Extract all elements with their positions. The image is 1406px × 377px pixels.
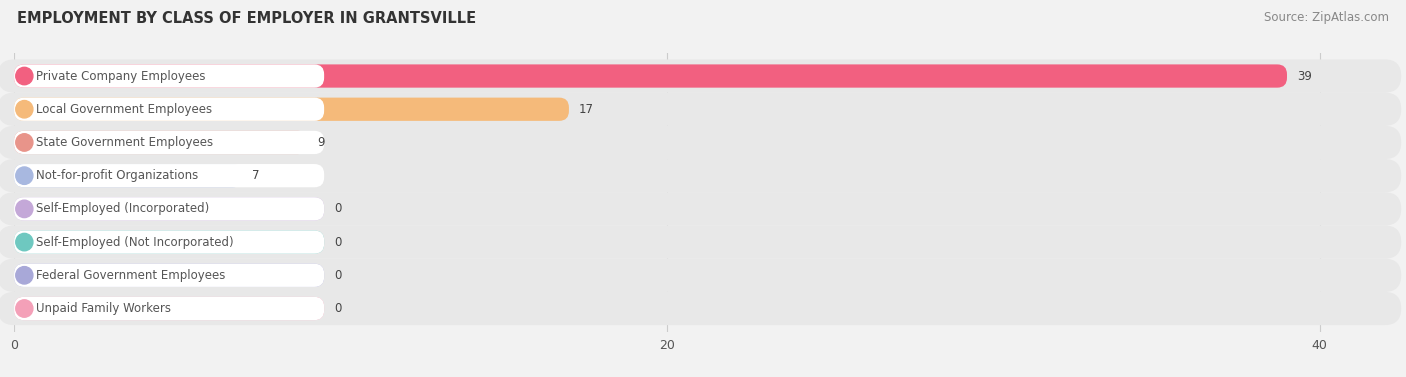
FancyBboxPatch shape xyxy=(0,259,1402,292)
Text: Private Company Employees: Private Company Employees xyxy=(35,69,205,83)
FancyBboxPatch shape xyxy=(0,60,1402,93)
FancyBboxPatch shape xyxy=(14,264,325,287)
Circle shape xyxy=(15,267,32,284)
Circle shape xyxy=(15,233,32,251)
Text: 9: 9 xyxy=(318,136,325,149)
Text: EMPLOYMENT BY CLASS OF EMPLOYER IN GRANTSVILLE: EMPLOYMENT BY CLASS OF EMPLOYER IN GRANT… xyxy=(17,11,477,26)
Text: Unpaid Family Workers: Unpaid Family Workers xyxy=(35,302,170,315)
Text: State Government Employees: State Government Employees xyxy=(35,136,212,149)
FancyBboxPatch shape xyxy=(14,264,325,287)
Text: Not-for-profit Organizations: Not-for-profit Organizations xyxy=(35,169,198,182)
FancyBboxPatch shape xyxy=(14,197,325,221)
Text: Federal Government Employees: Federal Government Employees xyxy=(35,269,225,282)
FancyBboxPatch shape xyxy=(14,164,243,187)
Text: 0: 0 xyxy=(335,202,342,215)
FancyBboxPatch shape xyxy=(0,93,1402,126)
Text: 0: 0 xyxy=(335,269,342,282)
Circle shape xyxy=(15,167,32,184)
FancyBboxPatch shape xyxy=(14,98,325,121)
FancyBboxPatch shape xyxy=(14,64,1286,88)
FancyBboxPatch shape xyxy=(0,159,1402,192)
Text: 0: 0 xyxy=(335,236,342,248)
Text: 17: 17 xyxy=(579,103,593,116)
FancyBboxPatch shape xyxy=(0,126,1402,159)
FancyBboxPatch shape xyxy=(14,98,569,121)
FancyBboxPatch shape xyxy=(0,192,1402,225)
FancyBboxPatch shape xyxy=(14,131,325,154)
FancyBboxPatch shape xyxy=(14,197,325,221)
FancyBboxPatch shape xyxy=(14,230,325,254)
Text: Self-Employed (Incorporated): Self-Employed (Incorporated) xyxy=(35,202,209,215)
FancyBboxPatch shape xyxy=(14,131,308,154)
FancyBboxPatch shape xyxy=(14,230,325,254)
Text: 0: 0 xyxy=(335,302,342,315)
Circle shape xyxy=(15,134,32,151)
FancyBboxPatch shape xyxy=(14,297,325,320)
FancyBboxPatch shape xyxy=(0,225,1402,259)
Circle shape xyxy=(15,101,32,118)
Text: Self-Employed (Not Incorporated): Self-Employed (Not Incorporated) xyxy=(35,236,233,248)
FancyBboxPatch shape xyxy=(14,297,325,320)
Text: 39: 39 xyxy=(1296,69,1312,83)
Text: Local Government Employees: Local Government Employees xyxy=(35,103,212,116)
Text: Source: ZipAtlas.com: Source: ZipAtlas.com xyxy=(1264,11,1389,24)
Text: 7: 7 xyxy=(252,169,260,182)
FancyBboxPatch shape xyxy=(14,64,325,88)
FancyBboxPatch shape xyxy=(14,164,325,187)
Circle shape xyxy=(15,200,32,218)
FancyBboxPatch shape xyxy=(0,292,1402,325)
Circle shape xyxy=(15,300,32,317)
Circle shape xyxy=(15,67,32,85)
